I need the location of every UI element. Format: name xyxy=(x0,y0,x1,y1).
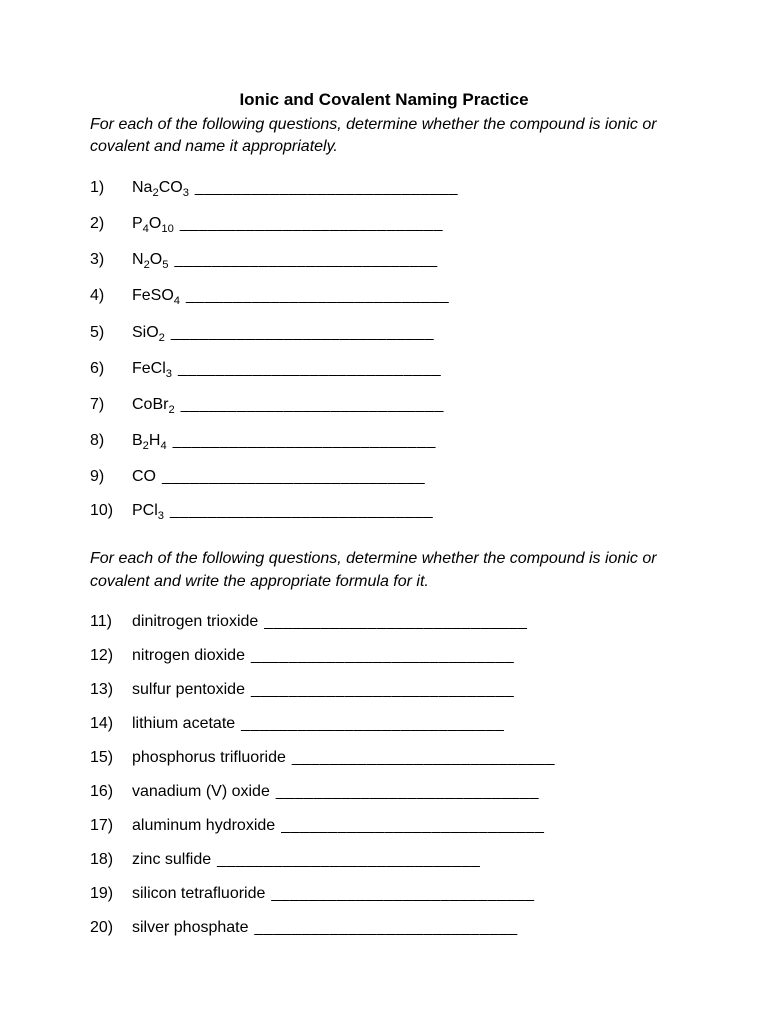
question-row: 11)dinitrogen trioxide _________________… xyxy=(90,613,678,631)
question-list-part2: 11)dinitrogen trioxide _________________… xyxy=(90,613,678,937)
answer-blank[interactable]: ____________________________ xyxy=(241,715,504,733)
chemical-formula: CoBr2 xyxy=(132,396,175,416)
question-row: 16)vanadium (V) oxide __________________… xyxy=(90,783,678,801)
answer-blank[interactable]: ____________________________ xyxy=(180,215,443,233)
chemical-formula: N2O5 xyxy=(132,251,168,271)
answer-blank[interactable]: ____________________________ xyxy=(173,432,436,450)
question-row: 5)SiO2 ____________________________ xyxy=(90,324,678,344)
answer-blank[interactable]: ____________________________ xyxy=(217,851,480,869)
page-title: Ionic and Covalent Naming Practice xyxy=(90,90,678,110)
question-number: 15) xyxy=(90,749,132,767)
answer-blank[interactable]: ____________________________ xyxy=(281,817,544,835)
answer-blank[interactable]: ____________________________ xyxy=(186,287,449,305)
answer-blank[interactable]: ____________________________ xyxy=(276,783,539,801)
question-number: 20) xyxy=(90,919,132,937)
answer-blank[interactable]: ____________________________ xyxy=(292,749,555,767)
question-row: 17)aluminum hydroxide __________________… xyxy=(90,817,678,835)
question-row: 7)CoBr2 ____________________________ xyxy=(90,396,678,416)
answer-blank[interactable]: ____________________________ xyxy=(178,360,441,378)
answer-blank[interactable]: ____________________________ xyxy=(195,179,458,197)
question-number: 14) xyxy=(90,715,132,733)
chemical-formula: P4O10 xyxy=(132,215,174,235)
question-number: 3) xyxy=(90,251,132,269)
answer-blank[interactable]: ____________________________ xyxy=(251,681,514,699)
worksheet-page: Ionic and Covalent Naming Practice For e… xyxy=(0,0,768,1013)
instructions-part2: For each of the following questions, det… xyxy=(90,548,678,593)
question-row: 1)Na2CO3 ____________________________ xyxy=(90,179,678,199)
answer-blank[interactable]: ____________________________ xyxy=(255,919,518,937)
answer-blank[interactable]: ____________________________ xyxy=(251,647,514,665)
answer-blank[interactable]: ____________________________ xyxy=(170,502,433,520)
question-number: 17) xyxy=(90,817,132,835)
compound-name: nitrogen dioxide xyxy=(132,647,245,665)
question-row: 12)nitrogen dioxide ____________________… xyxy=(90,647,678,665)
question-row: 3)N2O5 ____________________________ xyxy=(90,251,678,271)
answer-blank[interactable]: ____________________________ xyxy=(174,251,437,269)
question-row: 9)CO ____________________________ xyxy=(90,468,678,486)
chemical-formula: FeCl3 xyxy=(132,360,172,380)
compound-name: aluminum hydroxide xyxy=(132,817,275,835)
question-number: 11) xyxy=(90,613,132,631)
question-number: 9) xyxy=(90,468,132,486)
question-number: 6) xyxy=(90,360,132,378)
answer-blank[interactable]: ____________________________ xyxy=(181,396,444,414)
instructions-part1: For each of the following questions, det… xyxy=(90,114,678,159)
question-number: 2) xyxy=(90,215,132,233)
question-row: 4)FeSO4 ____________________________ xyxy=(90,287,678,307)
section-gap xyxy=(90,538,678,548)
question-row: 10)PCl3 ____________________________ xyxy=(90,502,678,522)
question-number: 8) xyxy=(90,432,132,450)
question-row: 20)silver phosphate ____________________… xyxy=(90,919,678,937)
question-number: 1) xyxy=(90,179,132,197)
chemical-formula: B2H4 xyxy=(132,432,167,452)
question-row: 8)B2H4 ____________________________ xyxy=(90,432,678,452)
compound-name: lithium acetate xyxy=(132,715,235,733)
answer-blank[interactable]: ____________________________ xyxy=(162,468,425,486)
question-number: 18) xyxy=(90,851,132,869)
compound-name: vanadium (V) oxide xyxy=(132,783,270,801)
chemical-formula: PCl3 xyxy=(132,502,164,522)
question-row: 14)lithium acetate _____________________… xyxy=(90,715,678,733)
question-row: 13)sulfur pentoxide ____________________… xyxy=(90,681,678,699)
question-number: 7) xyxy=(90,396,132,414)
question-number: 12) xyxy=(90,647,132,665)
compound-name: silver phosphate xyxy=(132,919,249,937)
question-list-part1: 1)Na2CO3 ____________________________2)P… xyxy=(90,179,678,523)
answer-blank[interactable]: ____________________________ xyxy=(271,885,534,903)
compound-name: sulfur pentoxide xyxy=(132,681,245,699)
compound-name: silicon tetrafluoride xyxy=(132,885,265,903)
answer-blank[interactable]: ____________________________ xyxy=(264,613,527,631)
question-row: 18)zinc sulfide ________________________… xyxy=(90,851,678,869)
answer-blank[interactable]: ____________________________ xyxy=(171,324,434,342)
question-row: 2)P4O10 ____________________________ xyxy=(90,215,678,235)
compound-name: phosphorus trifluoride xyxy=(132,749,286,767)
question-number: 10) xyxy=(90,502,132,520)
question-number: 5) xyxy=(90,324,132,342)
question-number: 4) xyxy=(90,287,132,305)
question-number: 13) xyxy=(90,681,132,699)
question-row: 15)phosphorus trifluoride ______________… xyxy=(90,749,678,767)
question-number: 16) xyxy=(90,783,132,801)
chemical-formula: Na2CO3 xyxy=(132,179,189,199)
question-number: 19) xyxy=(90,885,132,903)
question-row: 6)FeCl3 ____________________________ xyxy=(90,360,678,380)
compound-name: dinitrogen trioxide xyxy=(132,613,258,631)
chemical-formula: SiO2 xyxy=(132,324,165,344)
chemical-formula: FeSO4 xyxy=(132,287,180,307)
question-row: 19)silicon tetrafluoride _______________… xyxy=(90,885,678,903)
chemical-formula: CO xyxy=(132,468,156,486)
compound-name: zinc sulfide xyxy=(132,851,211,869)
